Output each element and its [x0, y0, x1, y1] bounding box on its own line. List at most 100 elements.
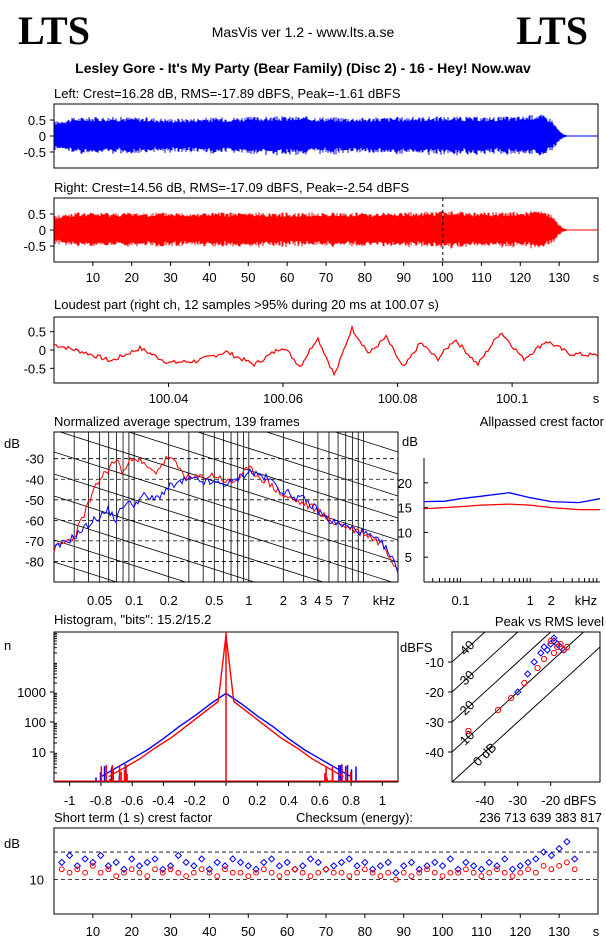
short_term_crest-point: [415, 865, 423, 873]
spectrum-xunit: kHz: [373, 593, 395, 608]
short_term_crest-point: [73, 862, 82, 870]
short_term_crest-point: [563, 838, 571, 846]
short_term_crest-point: [400, 869, 407, 876]
short_term_crest-point: [423, 862, 431, 870]
short_term_crest-point: [462, 866, 469, 873]
short_term_crest-point: [330, 869, 337, 876]
short_term_crest-point: [431, 858, 439, 867]
short_term_crest-point: [424, 866, 430, 873]
short_term_crest-point: [470, 869, 477, 876]
peak_vs_rms-point: [523, 670, 532, 678]
short_term_crest-point: [252, 865, 260, 873]
short_term_crest-point: [524, 858, 532, 867]
spectrum-slope-line: [54, 451, 398, 563]
left_waveform-wave: [54, 114, 595, 156]
short_term_crest-point: [244, 862, 252, 870]
allpassed_crest-ylabel: dB: [402, 434, 418, 449]
short_term_crest-point: [416, 869, 423, 876]
right_waveform-xtick-label: 20: [124, 270, 138, 285]
short_term_crest-point: [65, 851, 74, 860]
short_term_crest-point: [516, 862, 524, 870]
right_waveform-xtick-label: 70: [319, 270, 333, 285]
short_term_crest-point: [353, 862, 361, 870]
short_term_crest-point: [485, 858, 493, 867]
spectrum-slope-line: [127, 432, 398, 519]
short_term_crest-point: [182, 858, 190, 867]
peak_vs_rms-diagonal: [452, 646, 600, 782]
short_term_crest-point: [501, 855, 509, 863]
loudest_part-ytick-label: 0.5: [28, 325, 46, 340]
short_term_crest-xtick-label: 110: [471, 924, 492, 939]
loudest_part-title: Loudest part (right ch, 12 samples >95% …: [54, 297, 439, 312]
histogram-title: Histogram, "bits": 15.2/15.2: [54, 612, 211, 627]
spectrum-slopes: [54, 276, 398, 582]
peak_vs_rms-point: [540, 643, 548, 651]
short_term_crest-point: [113, 873, 120, 880]
short_term_crest-checksum-value: 236 713 639 383 817: [479, 810, 602, 825]
spectrum-ytick-label: -30: [25, 452, 44, 467]
short_term_crest-point: [152, 866, 158, 873]
short_term_crest-point: [245, 873, 252, 880]
spectrum-ylabel: dB: [4, 436, 20, 451]
short_term_crest-point: [128, 855, 136, 863]
peak_vs_rms-ytick-label: -30: [425, 715, 444, 730]
short_term_crest-point: [314, 858, 322, 867]
short_term_crest-point: [570, 855, 579, 863]
short_term_crest-point: [509, 873, 516, 880]
spectrum-xtick-label: 4: [314, 593, 321, 608]
short_term_crest-point: [81, 855, 89, 863]
allpassed_crest-xtick-label: 1: [527, 593, 534, 608]
histogram-xtick-label: 0: [222, 793, 229, 808]
spectrum-slope-line: [54, 539, 187, 582]
spectrum-slope-line: [54, 276, 398, 386]
short_term_crest-point: [315, 869, 322, 876]
peak_vs_rms-diagonals: [452, 632, 600, 782]
short_term_crest-point: [455, 869, 462, 876]
peak_vs_rms-point: [550, 634, 558, 642]
short_term_crest-point: [486, 869, 493, 876]
short_term_crest-point: [298, 862, 307, 870]
histogram-ytick-label: 10: [32, 745, 46, 760]
short_term_crest-point: [213, 858, 221, 867]
spectrum-ytick-label: -80: [25, 554, 44, 569]
track-title: Lesley Gore - It's My Party (Bear Family…: [75, 60, 531, 76]
short_term_crest-point: [439, 873, 446, 880]
histogram-xtick-label: -1: [64, 793, 76, 808]
short_term_crest-point: [392, 869, 400, 877]
spectrum-xtick-label: 5: [325, 593, 332, 608]
short_term_crest-point: [384, 858, 392, 867]
peak_vs_rms-point: [550, 649, 558, 657]
short_term_crest-point: [292, 866, 298, 873]
allpassed_crest-ytick-label: 20: [398, 476, 412, 491]
histogram-xtick-label: 0.6: [311, 793, 329, 808]
peak_vs_rms-point: [543, 646, 552, 654]
short_term_crest-point: [183, 873, 190, 880]
loudest_part-xtick-label: 100.04: [149, 391, 189, 406]
short_term_crest-point: [376, 862, 385, 870]
short_term_crest-xtick-label: 40: [202, 924, 216, 939]
histogram-ytick-label: 100: [24, 715, 46, 730]
short_term_crest-point: [555, 844, 563, 853]
allpassed_crest-xunit: kHz: [575, 593, 597, 608]
short_term_crest-point: [306, 855, 315, 863]
right_waveform-xtick-label: 50: [241, 270, 255, 285]
right_waveform-xtick-label: 130: [548, 270, 570, 285]
short_term_crest-point: [369, 869, 376, 876]
peak_vs_rms-diagonal: [452, 632, 585, 753]
right_waveform-xtick-label: 90: [396, 270, 410, 285]
peak_vs_rms-point: [514, 688, 522, 696]
short_term_crest-point: [283, 858, 291, 867]
short_term_crest-point: [190, 869, 197, 876]
peak_vs_rms-frame: [451, 631, 601, 783]
right_waveform-xtick-label: 100: [432, 270, 454, 285]
short_term_crest-point: [267, 855, 276, 863]
spectrum-ytick-label: -60: [25, 513, 44, 528]
histogram-xtick-label: 1: [379, 793, 386, 808]
histogram-xtick-label: -0.2: [184, 793, 206, 808]
short_term_crest-point: [539, 848, 548, 856]
short_term_crest-point: [540, 862, 547, 869]
short_term_crest-ytick-label: 10: [30, 873, 44, 888]
short_term_crest-frame: [53, 827, 599, 915]
peak_vs_rms-point: [465, 727, 472, 735]
